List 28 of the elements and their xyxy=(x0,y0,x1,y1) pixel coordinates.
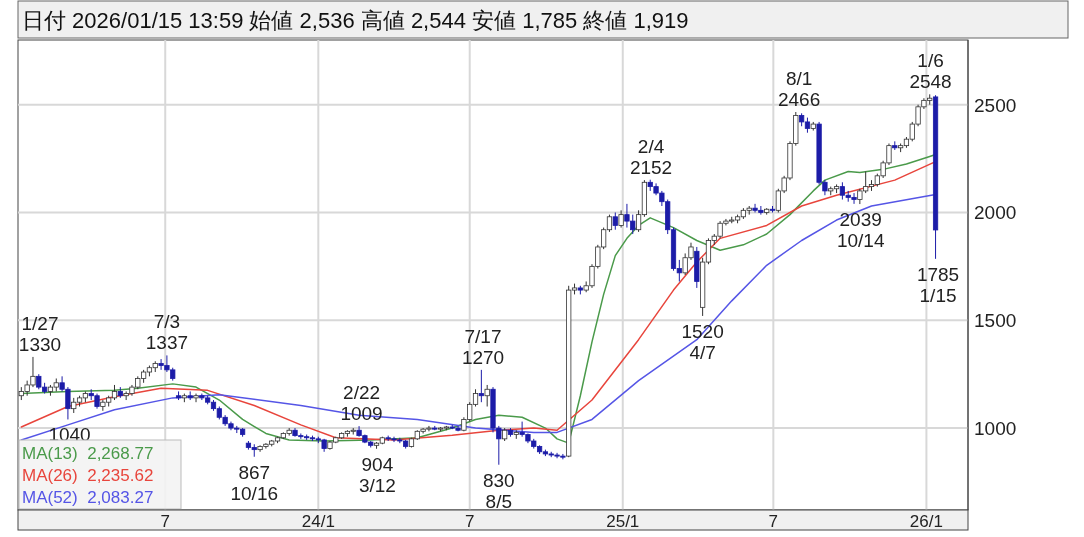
candlestick xyxy=(478,369,484,403)
y-tick-label: 1500 xyxy=(974,310,1017,332)
chart-title: 日付 2026/01/15 13:59 始値 2,536 高値 2,544 安値 1,785 終値 1,919 xyxy=(22,8,689,33)
y-tick-label: 1000 xyxy=(974,418,1017,440)
x-tick-label: 7 xyxy=(464,512,475,531)
annotation: 7/17 1270 xyxy=(461,325,505,368)
annotation: 830 8/5 xyxy=(482,469,515,512)
text: MA(26) 2,235.62 xyxy=(22,466,154,485)
annotation: 1040 xyxy=(48,424,91,446)
x-tick-label: 25/1 xyxy=(606,512,640,531)
x-tick-label: 7 xyxy=(768,512,779,531)
y-tick-label: 2000 xyxy=(974,202,1017,224)
annotation: 8/1 2466 xyxy=(777,68,821,111)
annotation: 7/3 1337 xyxy=(145,311,189,354)
x-tick-label: 24/1 xyxy=(301,512,335,531)
x-tick-label: 26/1 xyxy=(909,512,943,531)
x-tick-label: 7 xyxy=(160,512,170,531)
annotation: 867 10/16 xyxy=(230,461,279,504)
y-tick-label: 2500 xyxy=(974,94,1017,116)
text: MA(13) 2,268.77 xyxy=(22,444,154,463)
annotation: 2/4 2152 xyxy=(629,135,673,178)
annotation: 1785 1/15 xyxy=(916,263,960,306)
annotation: 2039 10/14 xyxy=(836,209,885,252)
annotation: 904 3/12 xyxy=(358,453,396,496)
annotation: 1/27 1330 xyxy=(18,312,62,355)
candlestick xyxy=(484,384,490,408)
text: MA(52) 2,083.27 xyxy=(22,488,154,507)
annotation: 1/6 2548 xyxy=(909,50,952,93)
